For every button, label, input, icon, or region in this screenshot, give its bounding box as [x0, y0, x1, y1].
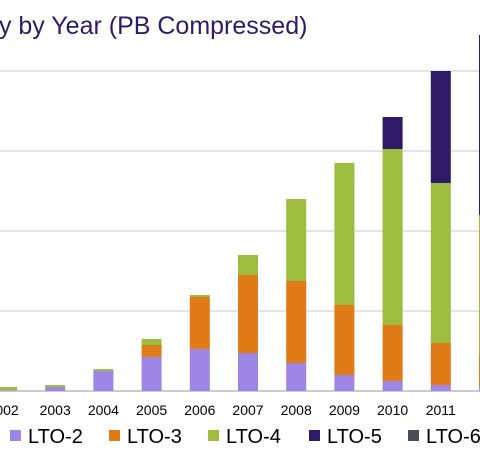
bar-segment	[141, 357, 162, 391]
legend-label: LTO-2	[28, 426, 83, 448]
bar-segment	[382, 149, 403, 325]
legend-swatch	[208, 430, 219, 441]
legend-swatch	[309, 430, 320, 441]
legend: LTO-2 LTO-3 LTO-4 LTO-5 LTO-6	[10, 426, 480, 448]
bar-segment	[189, 297, 210, 349]
legend-swatch	[408, 430, 419, 441]
chart-title: ty by Year (PB Compressed)	[0, 12, 307, 40]
bar-segment	[382, 325, 403, 381]
x-tick-label: 2010	[377, 402, 408, 418]
bar-segment	[238, 353, 258, 391]
bar-segment	[334, 375, 355, 391]
legend-swatch	[10, 430, 21, 441]
bar-segment	[286, 281, 307, 363]
bar-segment	[382, 381, 403, 391]
bar-segment	[0, 390, 17, 391]
bar-segment	[334, 163, 355, 305]
bars	[0, 35, 480, 391]
bar-segment	[141, 345, 162, 357]
bar-segment	[334, 305, 355, 375]
x-tick-label: 2004	[88, 402, 119, 418]
x-tick-label: 2006	[184, 402, 215, 418]
bar-segment	[0, 387, 17, 391]
bar-segment	[189, 295, 210, 297]
bar-segment	[45, 385, 66, 387]
x-axis-ticks: 0022003200420052006200720082009201020112…	[0, 402, 456, 418]
legend-label: LTO-3	[127, 426, 182, 448]
bar-segment	[189, 349, 210, 391]
legend-label: LTO-5	[327, 426, 382, 448]
x-tick-label: 2008	[281, 402, 312, 418]
legend-label: LTO-6	[426, 426, 480, 448]
legend-swatch	[109, 430, 120, 441]
x-tick-label: 002	[0, 402, 19, 418]
x-tick-label: 2005	[136, 402, 167, 418]
bar-segment	[430, 343, 451, 385]
x-tick-label: 2003	[40, 402, 71, 418]
x-tick-label: 2011	[426, 402, 456, 418]
bar-segment	[93, 369, 114, 371]
bar-segment	[238, 275, 258, 353]
bar-segment	[430, 385, 451, 391]
legend-label: LTO-4	[226, 426, 281, 448]
x-tick-label: 2007	[232, 402, 263, 418]
x-tick-label: 2009	[329, 402, 360, 418]
bar-segment	[93, 371, 114, 391]
bar-segment	[382, 117, 403, 149]
bar-segment	[430, 71, 451, 183]
bar-segment	[45, 387, 66, 391]
bar-segment	[141, 339, 162, 345]
bar-segment	[286, 199, 307, 281]
bar-segment	[430, 183, 451, 343]
bar-segment	[286, 363, 307, 391]
bar-segment	[238, 255, 258, 275]
